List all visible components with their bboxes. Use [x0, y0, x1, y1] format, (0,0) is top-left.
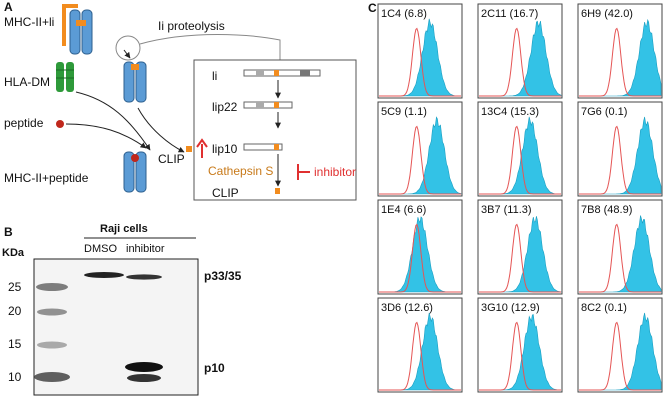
western-blot — [33, 258, 199, 396]
histogram-grid: 1C4 (6.8) 2C11 (16.7) 6H9 (42.0) 5C9 (1.1) 1… — [377, 3, 663, 393]
control-histogram — [579, 321, 661, 391]
control-histogram — [379, 125, 461, 195]
clone-label: 7G6 (0.1) — [581, 106, 627, 118]
dmso-p33-band — [84, 272, 124, 278]
ii-proteolysis-label: Ii proteolysis — [158, 19, 225, 33]
histogram-7B8: 7B8 (48.9) — [577, 199, 663, 295]
hla-dm-molecule — [56, 62, 74, 92]
proteolysis-connector — [139, 34, 281, 60]
histogram-2C11: 2C11 (16.7) — [477, 3, 563, 99]
control-histogram — [579, 125, 661, 195]
lip22-bar — [243, 101, 293, 109]
control-histogram — [379, 321, 461, 391]
panel-b-label: B — [4, 225, 13, 239]
li-bar — [243, 69, 321, 77]
lip10-up-arrow — [196, 138, 208, 158]
histogram-3G10: 3G10 (12.9) — [477, 297, 563, 393]
histogram-3B7: 3B7 (11.3) — [477, 199, 563, 295]
inhibitor-p10-band — [125, 362, 163, 372]
inhibitor-p33-band — [126, 274, 162, 280]
panel-a-label: A — [4, 0, 13, 14]
control-histogram — [579, 223, 661, 293]
processing-box — [193, 59, 357, 201]
kda-label: KDa — [2, 247, 25, 259]
marker-10: 10 — [8, 370, 22, 384]
control-histogram — [579, 27, 661, 97]
marker-25: 25 — [8, 280, 22, 294]
mhc-ii-li-label: MHC-II+li — [4, 15, 54, 29]
box-lip10-label: lip10 — [212, 142, 238, 156]
clone-label: 1E4 (6.6) — [381, 204, 426, 216]
blot-bands — [84, 272, 163, 382]
marker-ladder — [34, 283, 70, 382]
box-lip22-label: lip22 — [212, 100, 238, 114]
box-li-label: li — [212, 69, 217, 83]
mhc-ii-li-molecule — [62, 4, 93, 55]
histogram-1C4: 1C4 (6.8) — [377, 3, 463, 99]
marker-20: 20 — [8, 304, 22, 318]
control-histogram — [479, 27, 561, 97]
control-histogram — [379, 223, 461, 293]
lip10-bar — [243, 143, 283, 151]
free-clip-square — [186, 146, 192, 152]
cell-line-label: Raji cells — [100, 223, 148, 235]
hla-dm-label: HLA-DM — [4, 75, 50, 89]
clone-label: 3G10 (12.9) — [481, 302, 540, 314]
clone-label: 2C11 (16.7) — [481, 8, 538, 20]
histogram-8C2: 8C2 (0.1) — [577, 297, 663, 393]
peptide-dot — [56, 120, 64, 128]
lane-dmso-label: DMSO — [84, 243, 117, 255]
histogram-13C4: 13C4 (15.3) — [477, 101, 563, 197]
control-histogram — [479, 125, 561, 195]
band-p10-label: p10 — [204, 361, 225, 375]
clone-label: 8C2 (0.1) — [581, 302, 627, 314]
clone-label: 7B8 (48.9) — [581, 204, 632, 216]
cathepsin-s-label: Cathepsin S — [208, 164, 273, 178]
histogram-7G6: 7G6 (0.1) — [577, 101, 663, 197]
lane-inhibitor-label: inhibitor — [126, 243, 165, 255]
box-clip-label: CLIP — [212, 186, 239, 200]
panel-c-label: C — [368, 1, 377, 15]
histogram-1E4: 1E4 (6.6) — [377, 199, 463, 295]
histogram-6H9: 6H9 (42.0) — [577, 3, 663, 99]
mhc-ii-clip-molecule — [123, 61, 147, 103]
box-inhibitor-label: inhibitor — [314, 165, 356, 179]
clone-label: 5C9 (1.1) — [381, 106, 427, 118]
histogram-3D6: 3D6 (12.6) — [377, 297, 463, 393]
mhc-ii-peptide-label: MHC-II+peptide — [4, 171, 89, 185]
box-clip-square — [275, 188, 280, 194]
clone-label: 3D6 (12.6) — [381, 302, 433, 314]
mhc-ii-peptide-molecule — [123, 151, 147, 193]
clone-label: 13C4 (15.3) — [481, 106, 539, 118]
clip-label: CLIP — [158, 152, 185, 166]
inhibitor-p10-lower-band — [127, 374, 161, 382]
clone-label: 6H9 (42.0) — [581, 8, 633, 20]
band-p33-label: p33/35 — [204, 269, 242, 283]
control-histogram — [479, 321, 561, 391]
control-histogram — [379, 27, 461, 97]
clone-label: 1C4 (6.8) — [381, 8, 427, 20]
inhibitor-bar-symbol — [297, 164, 310, 180]
peptide-label: peptide — [4, 116, 44, 130]
histogram-5C9: 5C9 (1.1) — [377, 101, 463, 197]
proteolysis-circle — [115, 35, 141, 61]
marker-15: 15 — [8, 337, 22, 351]
control-histogram — [479, 223, 561, 293]
clone-label: 3B7 (11.3) — [481, 204, 532, 216]
